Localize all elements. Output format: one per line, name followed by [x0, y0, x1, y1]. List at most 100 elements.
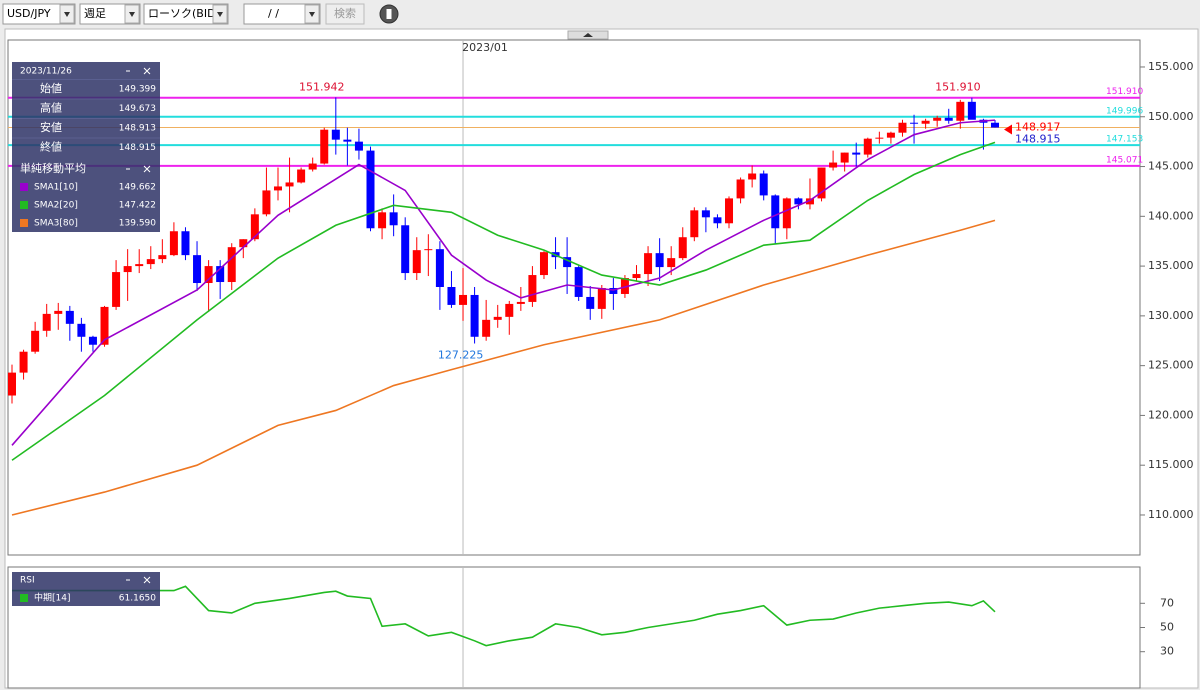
candle-body	[967, 101, 976, 120]
sma-line	[11, 119, 996, 446]
dropdown-arrow	[309, 12, 315, 17]
candle-body	[239, 239, 248, 248]
candle-body	[100, 306, 109, 345]
candle-body	[447, 286, 456, 305]
candle-body	[216, 266, 225, 283]
candle-body	[42, 313, 51, 331]
legend-value: 139.590	[119, 219, 156, 229]
rsi-line	[12, 585, 996, 647]
candle-body	[771, 195, 780, 229]
candle-body	[459, 294, 468, 305]
collapse-icon	[583, 33, 593, 37]
candle-body	[701, 210, 710, 218]
candle-body	[262, 190, 271, 215]
panel-date: 2023/11/26	[20, 67, 72, 77]
candle-body	[840, 152, 849, 163]
candle-body	[910, 122, 919, 124]
candle-body	[886, 132, 895, 138]
dropdown-arrow	[64, 12, 70, 17]
y-tick-label: 125.000	[1148, 359, 1194, 372]
candle-body	[782, 198, 791, 229]
y-tick-label: 110.000	[1148, 508, 1194, 521]
candle-body	[285, 182, 294, 187]
info-icon	[386, 9, 392, 19]
symbol-select[interactable]	[2, 3, 76, 25]
y-tick-label: 130.000	[1148, 309, 1194, 322]
candle-body	[204, 266, 213, 284]
candle-body	[8, 372, 16, 396]
panel-label: 始値	[40, 81, 62, 95]
rsi-title: RSI	[20, 576, 35, 586]
symbol: USD/JPY	[7, 7, 51, 20]
candle-body	[794, 198, 803, 205]
legend-swatch	[20, 594, 28, 602]
candle-body	[88, 336, 97, 345]
dropdown-arrow	[129, 12, 135, 17]
y-tick-label: 120.000	[1148, 408, 1194, 421]
candle-body	[586, 296, 595, 309]
legend-swatch	[20, 183, 28, 191]
rsi-name: 中期[14]	[34, 592, 70, 604]
date-input[interactable]	[243, 3, 321, 25]
candle-body	[181, 231, 190, 256]
type-select[interactable]	[143, 3, 229, 25]
candle-body	[401, 225, 410, 274]
candle-body	[620, 278, 629, 294]
candle-body	[135, 264, 144, 267]
x-tick-label: 2023/01	[462, 41, 508, 54]
candle-body	[320, 129, 329, 164]
legend-panel	[12, 62, 160, 160]
h-line-label: 145.071	[1106, 155, 1143, 165]
rsi-tick-label: 30	[1160, 645, 1174, 658]
candle-body	[54, 310, 63, 314]
candle-body	[158, 255, 167, 260]
legend-value: 149.662	[119, 183, 156, 193]
candle-body	[112, 272, 121, 307]
candle-body	[470, 294, 479, 337]
chart-type: ローソク(BID)	[148, 7, 220, 20]
sma-line	[11, 141, 996, 461]
candle-body	[424, 249, 433, 251]
candle-body	[748, 173, 757, 180]
rsi-tick-label: 70	[1160, 596, 1174, 609]
candle-body	[609, 287, 618, 294]
h-line-label: 149.996	[1106, 106, 1143, 116]
candle-body	[343, 139, 352, 142]
panel-label: 安値	[40, 120, 62, 134]
close-icon	[143, 67, 151, 75]
sma-title: 単純移動平均	[20, 161, 86, 175]
candle-body	[991, 122, 999, 128]
candle-body	[227, 247, 236, 283]
candle-body	[435, 249, 444, 287]
candle-body	[31, 330, 40, 352]
candle-body	[725, 198, 734, 224]
candle-body	[297, 169, 306, 183]
panel-value: 148.915	[119, 143, 156, 153]
candle-body	[65, 310, 74, 324]
price-label: 148.915	[1015, 133, 1061, 146]
date: / /	[268, 7, 279, 20]
candle-body	[805, 198, 814, 205]
y-tick-label: 155.000	[1148, 60, 1194, 73]
legend-swatch	[20, 219, 28, 227]
panel-label: 終値	[40, 140, 62, 154]
y-tick-label: 140.000	[1148, 209, 1194, 222]
search: 検索	[334, 6, 356, 20]
candle-body	[852, 152, 861, 155]
legend-name: SMA2[20]	[34, 201, 78, 211]
legend-value: 147.422	[119, 201, 156, 211]
candle-body	[354, 141, 363, 151]
legend-name: SMA1[10]	[34, 183, 78, 193]
search-button[interactable]	[325, 3, 365, 25]
candle-body	[250, 214, 259, 240]
panel-value: 149.673	[119, 104, 156, 114]
y-tick-label: 150.000	[1148, 110, 1194, 123]
sma-line	[11, 219, 996, 516]
rsi-value: 61.1650	[119, 594, 156, 604]
candle-body	[829, 162, 838, 168]
candle-body	[169, 231, 178, 256]
candle-body	[528, 275, 537, 302]
candle-body	[193, 255, 202, 284]
legend-name: SMA3[80]	[34, 219, 78, 229]
panel-label: 高値	[40, 101, 62, 115]
